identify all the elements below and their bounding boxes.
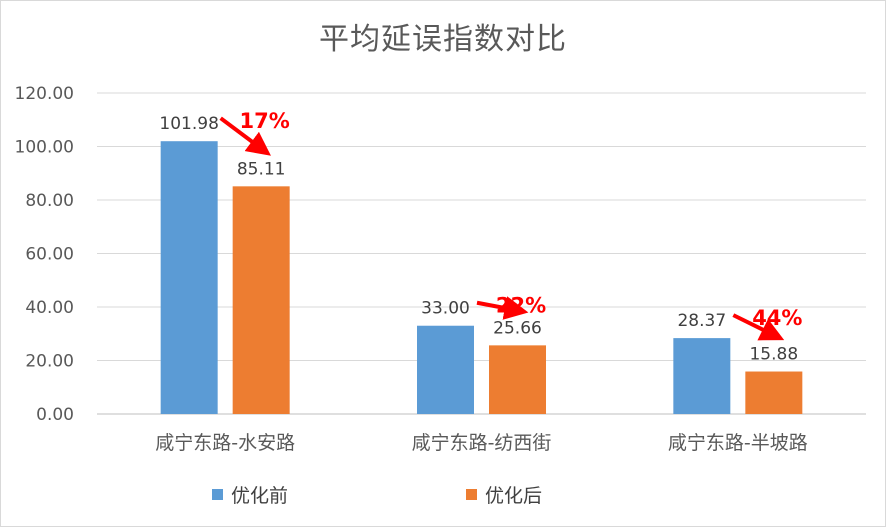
bar bbox=[745, 371, 803, 414]
y-tick-label: 20.00 bbox=[25, 352, 74, 372]
data-label: 15.88 bbox=[749, 345, 798, 365]
data-label: 28.37 bbox=[677, 311, 726, 331]
change-percent-label: 44% bbox=[752, 306, 802, 330]
change-arrow bbox=[732, 313, 785, 341]
y-axis-ticks: 0.00 20.00 40.00 60.00 80.00 100.00 120.00 bbox=[15, 84, 74, 425]
x-axis-ticks: 咸宁东路-水安路 咸宁东路-纺西街 咸宁东路-半坡路 bbox=[155, 432, 808, 454]
bar bbox=[232, 186, 290, 414]
legend-swatch-after bbox=[466, 489, 477, 500]
gridlines bbox=[97, 92, 866, 415]
x-tick-label: 咸宁东路-纺西街 bbox=[412, 432, 552, 454]
y-tick-label: 60.00 bbox=[25, 245, 74, 265]
change-arrow bbox=[219, 116, 271, 156]
data-label: 25.66 bbox=[493, 318, 542, 338]
y-tick-label: 0.00 bbox=[36, 405, 74, 425]
legend-item-before: 优化前 bbox=[212, 481, 288, 508]
change-percent-label: 17% bbox=[240, 109, 290, 133]
chart-title: 平均延误指数对比 bbox=[319, 22, 567, 57]
y-tick-label: 120.00 bbox=[15, 84, 74, 104]
change-annotations: 17% 22% 44% bbox=[219, 109, 802, 341]
x-tick-label: 咸宁东路-水安路 bbox=[155, 432, 295, 454]
legend-item-after: 优化后 bbox=[466, 481, 542, 508]
bars bbox=[160, 141, 803, 415]
y-tick-label: 40.00 bbox=[25, 298, 74, 318]
bar bbox=[489, 345, 546, 414]
data-label: 85.11 bbox=[237, 159, 286, 179]
y-tick-label: 80.00 bbox=[25, 191, 74, 211]
change-percent-label: 22% bbox=[496, 294, 546, 318]
x-tick-label: 咸宁东路-半坡路 bbox=[668, 432, 808, 454]
data-labels: 101.98 85.11 33.00 25.66 28.37 15.88 bbox=[159, 114, 798, 364]
data-label: 33.00 bbox=[421, 299, 470, 319]
data-label: 101.98 bbox=[159, 114, 218, 134]
bar bbox=[160, 141, 218, 415]
bar bbox=[673, 338, 731, 414]
legend-swatch-before bbox=[212, 489, 223, 500]
bar bbox=[417, 325, 474, 414]
change-arrow bbox=[476, 296, 529, 320]
legend-label-after: 优化后 bbox=[485, 485, 543, 507]
legend-label-before: 优化前 bbox=[231, 485, 289, 507]
y-tick-label: 100.00 bbox=[15, 138, 74, 158]
